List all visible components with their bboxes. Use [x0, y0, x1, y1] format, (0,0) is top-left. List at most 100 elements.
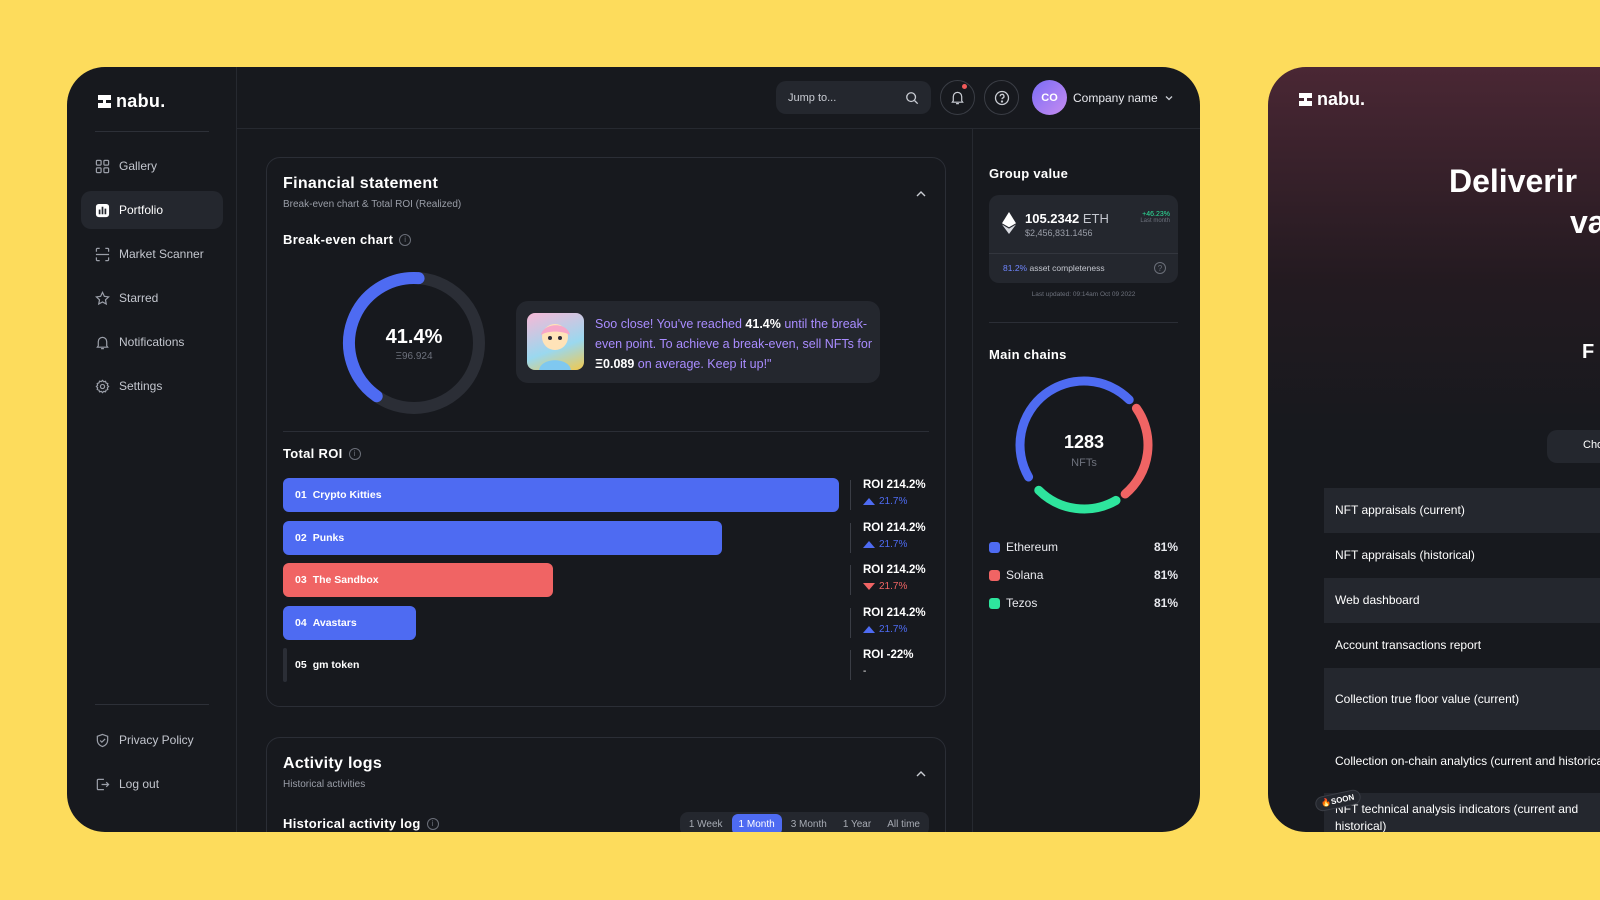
- roi-row[interactable]: 01 Crypto Kitties ROI 214.2% 21.7%: [283, 478, 931, 512]
- range-1-month[interactable]: 1 Month: [731, 813, 782, 832]
- roi-separator: [850, 480, 851, 510]
- roi-row[interactable]: 02 Punks ROI 214.2% 21.7%: [283, 520, 931, 555]
- cta-button[interactable]: Cho: [1547, 430, 1600, 463]
- roi-row[interactable]: 05 gm token ROI -22% -: [283, 648, 931, 682]
- range-1-year[interactable]: 1 Year: [842, 818, 872, 830]
- sidebar-item-portfolio[interactable]: Portfolio: [81, 191, 223, 229]
- star-icon: [95, 290, 110, 305]
- bar-chart-icon: [95, 203, 110, 217]
- sidebar-divider: [95, 131, 209, 132]
- roi-bar: 03 The Sandbox: [283, 563, 553, 597]
- asset-completeness: 81.2% asset completeness: [1003, 263, 1105, 273]
- roi-value: ROI -22%: [863, 649, 914, 661]
- legend-swatch: [989, 569, 1000, 581]
- sidebar-item-gallery[interactable]: Gallery: [81, 147, 223, 185]
- donut-total: 1283: [1063, 432, 1105, 452]
- arrow-up-icon: [863, 498, 875, 505]
- ethereum-icon: [1002, 212, 1016, 234]
- group-value-eth: 105.2342 ETH: [1025, 211, 1109, 226]
- help-icon: [994, 90, 1009, 105]
- logout-icon: [96, 778, 110, 790]
- tip-amount: Ξ0.089: [595, 357, 635, 371]
- change-pct: +46.23%: [1142, 211, 1170, 218]
- legend-ethereum: Ethereum 81%: [989, 539, 1178, 555]
- sidebar-item-starred[interactable]: Starred: [81, 279, 223, 317]
- feature-item: Collection true floor value (current): [1324, 668, 1600, 730]
- breakeven-title-text: Break-even chart: [283, 232, 394, 247]
- help-icon[interactable]: ?: [1154, 262, 1166, 274]
- group-value-box: 105.2342 ETH $2,456,831.1456 +46.23% Last…: [989, 195, 1178, 283]
- brand-name: nabu.: [1317, 89, 1365, 109]
- sidebar-item-notifications[interactable]: Notifications: [81, 323, 223, 361]
- time-range-selector: 1 Week 1 Month 3 Month 1 Year All time: [679, 812, 929, 832]
- roi-label: 01: [295, 489, 307, 501]
- roi-change: 21.7%: [863, 624, 907, 635]
- grid-icon: [95, 159, 110, 173]
- solana-segment: [1120, 403, 1153, 499]
- legend-pct: 81%: [1153, 540, 1178, 554]
- range-1-week[interactable]: 1 Week: [688, 818, 723, 830]
- sidebar-footer-nav: Privacy Policy Log out: [81, 721, 223, 809]
- collapse-chevron-icon[interactable]: [915, 188, 927, 200]
- legend-label: Ethereum: [1006, 540, 1059, 554]
- sidebar-item-label: Log out: [119, 777, 160, 791]
- group-value-usd: $2,456,831.1456: [1025, 228, 1093, 238]
- range-all-time[interactable]: All time: [887, 818, 920, 830]
- legend-swatch: [989, 597, 1000, 609]
- avatar[interactable]: CO: [1032, 80, 1067, 115]
- legend-label: Solana: [1006, 568, 1044, 582]
- tezos-segment: [1034, 485, 1121, 514]
- roi-change: 21.7%: [863, 581, 907, 592]
- hero-heading-line1: Deliverir: [1449, 163, 1578, 199]
- sidebar-item-label: Gallery: [119, 159, 158, 173]
- main-chains-title: Main chains: [989, 347, 1067, 362]
- arrow-down-icon: [863, 583, 875, 590]
- roi-label: 04: [295, 616, 307, 629]
- sidebar-item-log-out[interactable]: Log out: [81, 765, 223, 803]
- help-button[interactable]: [984, 80, 1019, 115]
- tip-text-2: until the break-even point. To achieve a…: [595, 317, 872, 351]
- sidebar-item-label: Portfolio: [119, 203, 164, 217]
- roi-name: Crypto Kitties: [312, 489, 382, 501]
- info-icon[interactable]: i: [426, 817, 439, 830]
- roi-bar: [283, 648, 287, 682]
- roi-row[interactable]: 03 The Sandbox ROI 214.2% 21.7%: [283, 563, 931, 597]
- nft-character-icon: [539, 324, 571, 370]
- sidebar-nav: Gallery Portfolio Market Scanner Starred…: [81, 147, 223, 411]
- activity-logs-card: Activity logs Historical activities Hist…: [266, 737, 946, 832]
- sidebar-item-market-scanner[interactable]: Market Scanner: [81, 235, 223, 273]
- topbar: Jump to... CO Company name: [237, 67, 1200, 129]
- historical-log-title-text: Historical activity log: [283, 816, 421, 831]
- card-subtitle: Break-even chart & Total ROI (Realized): [283, 199, 462, 210]
- company-switcher[interactable]: Company name: [1073, 91, 1174, 105]
- sidebar-item-privacy-policy[interactable]: Privacy Policy: [81, 721, 223, 759]
- roi-row[interactable]: 04 Avastars ROI 214.2% 21.7%: [283, 605, 931, 640]
- range-3-month[interactable]: 3 Month: [790, 818, 827, 830]
- ethereum-segment: [1015, 376, 1134, 482]
- change-period: Last month: [1140, 218, 1170, 224]
- roi-name: gm token: [312, 659, 360, 671]
- roi-value: ROI 214.2%: [863, 564, 926, 576]
- legend-tezos: Tezos 81%: [989, 595, 1178, 611]
- info-icon[interactable]: i: [348, 447, 361, 460]
- gear-icon: [95, 379, 110, 393]
- feature-item: NFT appraisals (current): [1324, 488, 1600, 533]
- feature-item: NFT appraisals (historical): [1335, 548, 1475, 562]
- collapse-chevron-icon[interactable]: [915, 768, 927, 780]
- roi-change-value: -: [863, 666, 867, 677]
- tip-text-1: Soo close! You've reached: [595, 317, 746, 331]
- bell-icon: [951, 91, 964, 105]
- nft-avatar-image: [527, 313, 584, 370]
- logo[interactable]: nabu.: [98, 91, 166, 112]
- search-input[interactable]: Jump to...: [776, 81, 931, 114]
- feature-item: NFT technical analysis indicators (curre…: [1324, 793, 1600, 832]
- sub-heading: F: [1582, 341, 1595, 363]
- feature-item: Web dashboard: [1324, 578, 1600, 623]
- logo[interactable]: nabu.: [1299, 89, 1365, 110]
- box-divider: [989, 253, 1178, 254]
- sidebar-item-settings[interactable]: Settings: [81, 367, 223, 405]
- legend-pct: 81%: [1153, 596, 1178, 610]
- panel-divider: [989, 322, 1178, 323]
- info-icon[interactable]: i: [399, 233, 412, 246]
- notifications-button[interactable]: [940, 80, 975, 115]
